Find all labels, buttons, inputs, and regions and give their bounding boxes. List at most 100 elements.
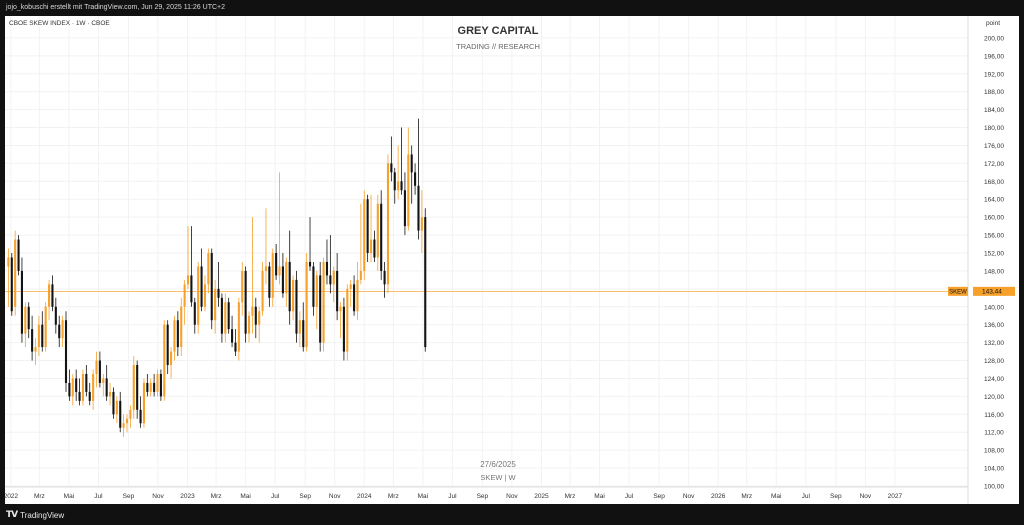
candle[interactable] (373, 230, 376, 262)
candle[interactable] (339, 302, 342, 339)
candle[interactable] (122, 414, 125, 437)
candle[interactable] (31, 315, 34, 361)
candle[interactable] (109, 382, 112, 406)
candle[interactable] (349, 279, 352, 307)
candle[interactable] (71, 373, 74, 406)
candle[interactable] (136, 360, 139, 419)
candle[interactable] (41, 311, 44, 352)
candle[interactable] (105, 365, 108, 401)
candle[interactable] (305, 253, 308, 352)
candle[interactable] (200, 248, 203, 312)
candle[interactable] (410, 145, 413, 204)
candles-layer[interactable] (7, 118, 427, 437)
candle[interactable] (20, 257, 23, 343)
candle[interactable] (342, 297, 345, 361)
candle[interactable] (190, 226, 193, 307)
candle[interactable] (197, 261, 200, 334)
candle[interactable] (336, 253, 339, 321)
candle[interactable] (142, 378, 146, 428)
candle[interactable] (159, 369, 162, 401)
candle[interactable] (278, 172, 281, 285)
candle[interactable] (281, 253, 284, 298)
candle[interactable] (207, 248, 210, 294)
candle[interactable] (81, 369, 85, 406)
candle[interactable] (217, 261, 220, 307)
candle[interactable] (44, 302, 47, 352)
candle[interactable] (54, 297, 57, 334)
candle[interactable] (210, 248, 213, 330)
candle[interactable] (295, 270, 298, 343)
candle[interactable] (183, 279, 186, 325)
candle[interactable] (393, 167, 396, 204)
candle[interactable] (390, 136, 393, 182)
candle[interactable] (61, 315, 64, 348)
candle[interactable] (64, 311, 68, 392)
candle[interactable] (329, 235, 332, 294)
candle[interactable] (153, 373, 156, 397)
candle[interactable] (166, 320, 169, 374)
candle[interactable] (48, 279, 51, 321)
candle[interactable] (268, 261, 271, 307)
candle[interactable] (231, 315, 234, 348)
candle[interactable] (247, 311, 251, 343)
candle[interactable] (75, 369, 78, 401)
candle[interactable] (254, 297, 257, 339)
candle[interactable] (102, 373, 105, 397)
candle[interactable] (285, 257, 288, 307)
candle[interactable] (407, 127, 410, 231)
candle[interactable] (275, 244, 278, 280)
candle[interactable] (220, 293, 223, 343)
candle[interactable] (356, 261, 359, 321)
candle[interactable] (115, 396, 118, 424)
candle[interactable] (376, 194, 379, 271)
candle[interactable] (78, 378, 81, 406)
candle[interactable] (315, 270, 318, 330)
candle[interactable] (363, 190, 366, 280)
candle[interactable] (346, 284, 349, 361)
candle[interactable] (386, 154, 390, 294)
candle[interactable] (227, 297, 230, 334)
candle[interactable] (156, 369, 159, 397)
chart-area[interactable]: GREY CAPITAL TRADING // RESEARCH 27/6/20… (5, 16, 1019, 504)
candle[interactable] (37, 315, 40, 357)
candle[interactable] (68, 369, 71, 401)
candle[interactable] (397, 145, 400, 200)
candle[interactable] (119, 391, 122, 433)
candle[interactable] (319, 261, 322, 352)
candle[interactable] (98, 351, 101, 388)
candle[interactable] (34, 338, 37, 366)
candle[interactable] (186, 226, 190, 289)
candle[interactable] (322, 257, 325, 352)
candle[interactable] (58, 315, 61, 348)
candle[interactable] (214, 279, 217, 334)
candle[interactable] (241, 261, 244, 316)
candle[interactable] (366, 194, 369, 262)
candle[interactable] (149, 378, 152, 397)
candle[interactable] (264, 208, 268, 285)
candle[interactable] (359, 203, 362, 285)
candle[interactable] (271, 248, 274, 307)
candle[interactable] (292, 275, 295, 321)
candle[interactable] (261, 261, 264, 316)
candle[interactable] (129, 405, 132, 428)
candle[interactable] (17, 235, 20, 276)
candle[interactable] (403, 172, 406, 236)
candle[interactable] (173, 315, 176, 361)
candle[interactable] (170, 347, 173, 379)
candle[interactable] (51, 275, 54, 312)
candle[interactable] (288, 230, 291, 325)
candle[interactable] (14, 230, 17, 316)
candle[interactable] (27, 302, 30, 339)
candle[interactable] (88, 382, 91, 406)
candle[interactable] (400, 127, 403, 195)
candle[interactable] (125, 414, 129, 433)
candle[interactable] (244, 266, 247, 343)
candle[interactable] (353, 275, 356, 316)
candle[interactable] (224, 293, 227, 343)
candle[interactable] (380, 190, 383, 280)
candle[interactable] (112, 387, 115, 419)
candle[interactable] (302, 302, 305, 352)
candle[interactable] (420, 190, 423, 253)
candle[interactable] (234, 329, 237, 357)
candle[interactable] (424, 208, 427, 352)
